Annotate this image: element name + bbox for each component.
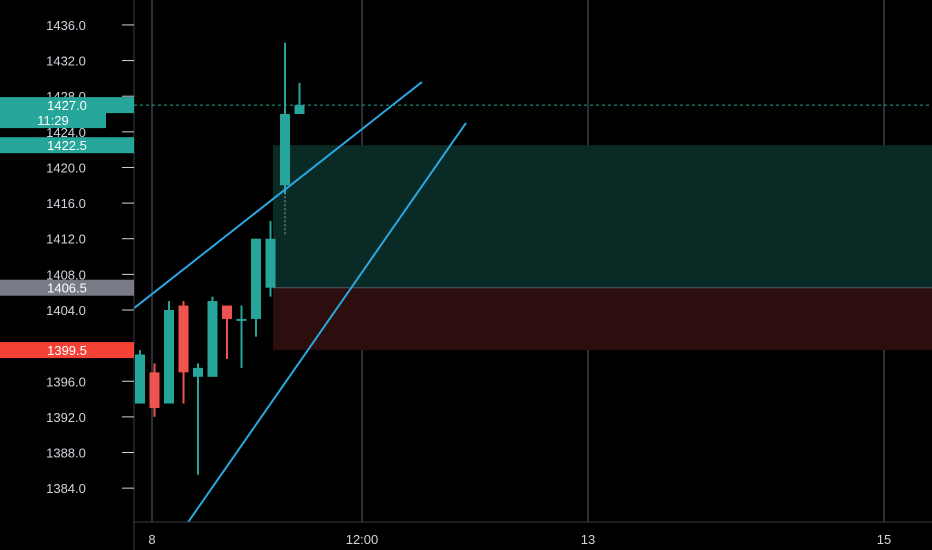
time-tick-label: 15 xyxy=(877,532,891,547)
price-tick-label: 1436.0 xyxy=(46,18,86,33)
candle-body xyxy=(251,238,261,319)
candle-countdown-tag-text: 11:29 xyxy=(37,113,69,128)
candle-body xyxy=(193,367,203,377)
trendlines-layer[interactable] xyxy=(133,81,467,523)
price-tick-label: 1396.0 xyxy=(46,374,86,389)
time-tick-label: 8 xyxy=(148,532,155,547)
candle-body xyxy=(294,105,305,115)
price-tick-label: 1416.0 xyxy=(46,196,86,211)
price-tags: 1427.011:29 1422.5 1406.5 1399.5 xyxy=(0,97,932,359)
price-tick-label: 1404.0 xyxy=(46,303,86,318)
candle-body xyxy=(178,305,189,373)
price-tick-label: 1432.0 xyxy=(46,54,86,69)
time-tick-label: 12:00 xyxy=(346,532,379,547)
upper-trendline[interactable] xyxy=(133,81,423,309)
candle-body xyxy=(135,354,145,404)
price-tick-label: 1392.0 xyxy=(46,410,86,425)
target-price-tag-text: 1422.5 xyxy=(47,138,87,153)
entry-price-tag-text: 1406.5 xyxy=(47,281,87,296)
price-tick-label: 1420.0 xyxy=(46,160,86,175)
price-tick-label: 1412.0 xyxy=(46,232,86,247)
price-tick-label: 1384.0 xyxy=(46,481,86,496)
lower-trendline[interactable] xyxy=(187,122,467,523)
candle-body xyxy=(222,305,232,319)
candle-body xyxy=(265,238,276,288)
candle-body xyxy=(149,372,160,408)
price-tick-label: 1388.0 xyxy=(46,446,86,461)
candle-body xyxy=(207,301,218,377)
candle-body xyxy=(236,318,247,321)
stop-loss-zone[interactable] xyxy=(273,287,932,351)
target-price-tag-bg xyxy=(0,137,134,154)
stop-price-tag-bg xyxy=(0,342,134,359)
time-tick-label: 13 xyxy=(581,532,595,547)
price-tick-label: 1408.0 xyxy=(46,267,86,282)
current-price-tag-bg xyxy=(0,97,134,114)
candle-body xyxy=(280,114,290,186)
time-axis[interactable]: 8 12:00 13 15 xyxy=(134,521,932,547)
current-price-tag-text: 1427.0 xyxy=(47,98,87,113)
candle-body xyxy=(164,309,174,404)
entry-price-tag-bg xyxy=(0,279,134,296)
candle-countdown-tag-bg xyxy=(0,112,106,129)
target-zone[interactable] xyxy=(273,145,932,288)
position-zones[interactable] xyxy=(273,145,932,351)
price-tick-label: 1424.0 xyxy=(46,125,86,140)
stop-price-tag-text: 1399.5 xyxy=(47,343,87,358)
candles-layer xyxy=(135,42,305,475)
